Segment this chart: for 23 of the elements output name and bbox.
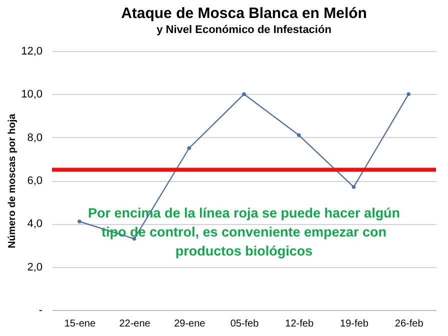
- point: [78, 220, 82, 224]
- y-tick-label: -: [38, 304, 43, 316]
- chart-title: Ataque de Mosca Blanca en Melón: [121, 5, 367, 22]
- point: [352, 185, 356, 189]
- y-tick-label: 12,0: [21, 46, 42, 58]
- y-axis-title: Número de moscas por hoja: [7, 113, 18, 248]
- point: [406, 92, 410, 96]
- x-tick-label: 05-feb: [230, 318, 260, 330]
- y-tick-label: 4,0: [27, 218, 42, 230]
- x-tick-label: 15-ene: [64, 318, 96, 330]
- x-tick-label: 29-ene: [174, 318, 206, 330]
- chart-subtitle: y Nivel Económico de Infestación: [156, 24, 332, 36]
- x-tick-label: 12-feb: [285, 318, 314, 330]
- y-tick-label: 6,0: [27, 175, 42, 187]
- y-tick-label: 8,0: [27, 132, 42, 144]
- point: [296, 133, 301, 138]
- x-tick-label: 19-feb: [340, 318, 369, 330]
- x-tick-label: 26-feb: [394, 318, 424, 330]
- point: [187, 146, 192, 150]
- x-tick-label: 22-ene: [119, 318, 151, 330]
- point: [242, 92, 246, 96]
- y-tick-label: 10,0: [21, 88, 42, 101]
- y-tick-label: 2,0: [27, 261, 42, 274]
